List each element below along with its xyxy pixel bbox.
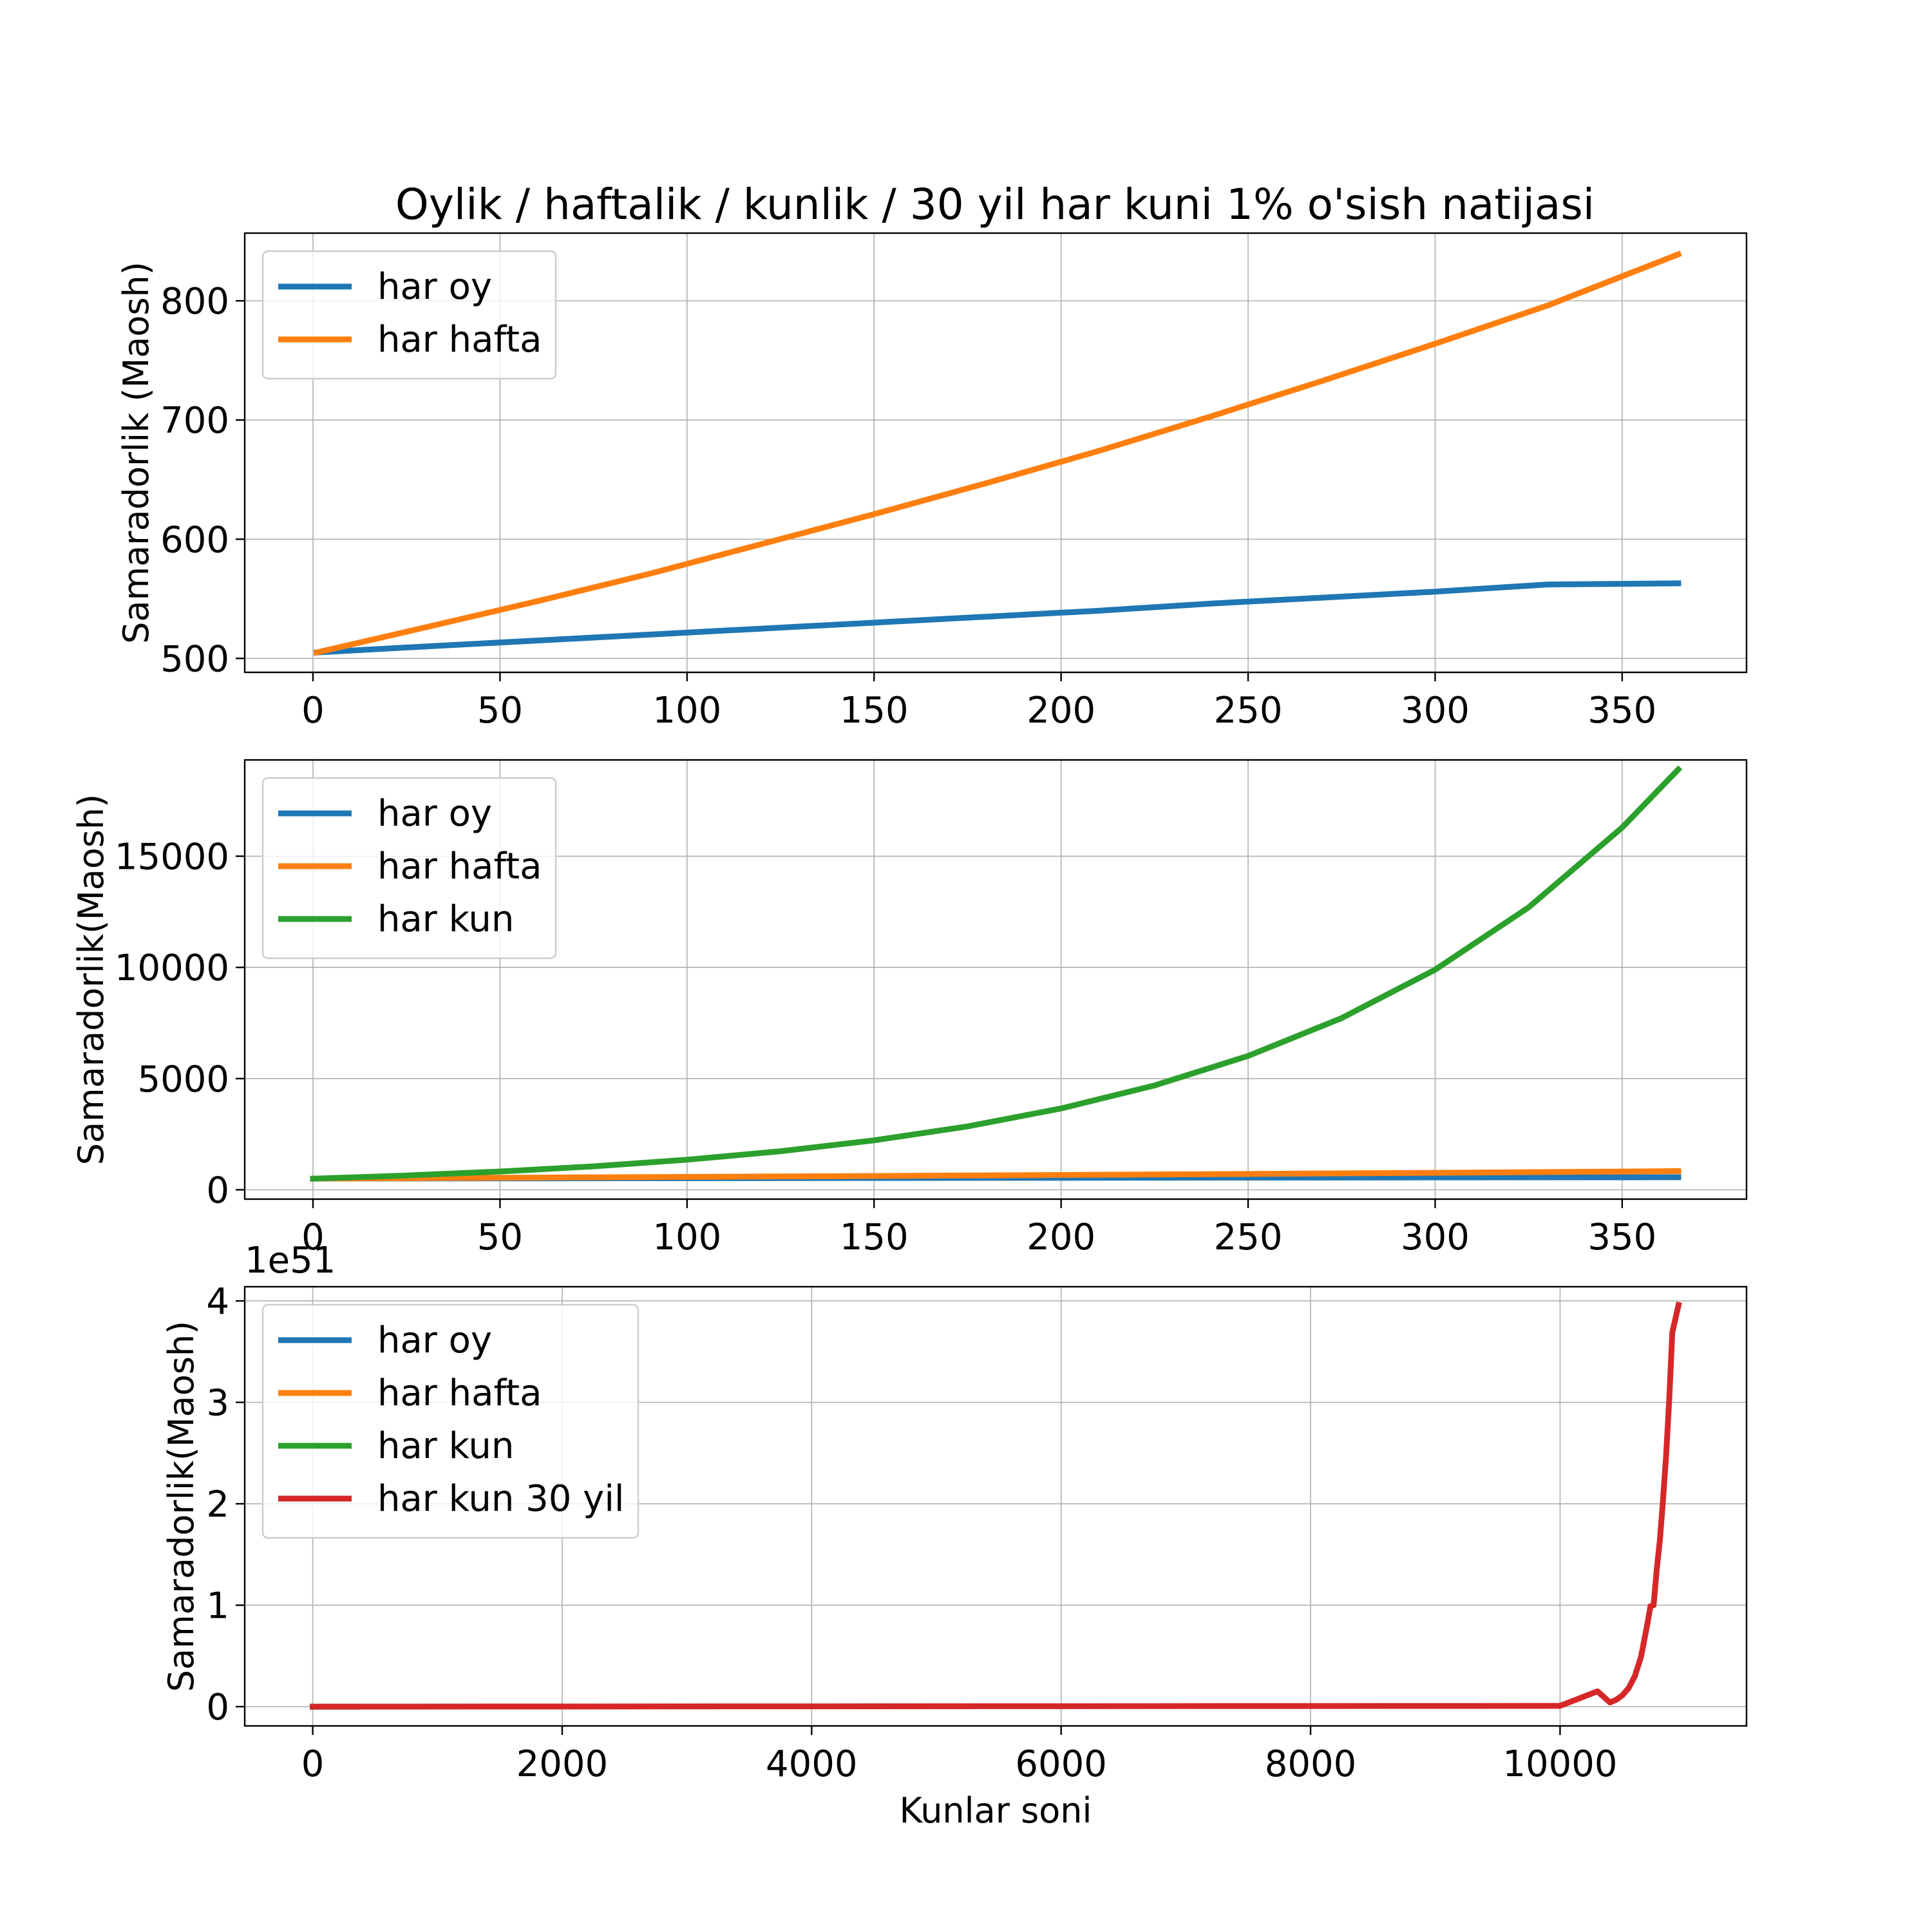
x-tick-label: 50 bbox=[477, 1217, 523, 1258]
x-tick-label: 150 bbox=[840, 1217, 909, 1258]
legend-label-har-kun-30-yil: har kun 30 yil bbox=[377, 1478, 624, 1520]
x-tick-label: 8000 bbox=[1265, 1743, 1357, 1785]
y-tick-label: 1 bbox=[206, 1586, 229, 1627]
y-tick-label: 15000 bbox=[115, 837, 229, 878]
series-line-har-hafta bbox=[314, 1168, 1681, 1182]
x-tick-label: 350 bbox=[1587, 690, 1656, 732]
legend-label-har-oy: har oy bbox=[377, 1320, 492, 1361]
x-tick-label: 0 bbox=[301, 1743, 325, 1785]
y-tick-label: 2 bbox=[206, 1484, 229, 1526]
series-line-har-hafta bbox=[313, 251, 1682, 656]
axes-frame bbox=[243, 1285, 1748, 1727]
legend-label-har-hafta: har hafta bbox=[377, 846, 542, 887]
x-tick-label: 2000 bbox=[516, 1743, 609, 1785]
x-tick-label: 4000 bbox=[766, 1743, 858, 1785]
y-tick-label: 5000 bbox=[137, 1059, 229, 1101]
x-tick-label: 250 bbox=[1214, 1217, 1283, 1258]
x-tick-label: 200 bbox=[1027, 1217, 1095, 1258]
chart-title: Oylik / haftalik / kunlik / 30 yil har k… bbox=[395, 180, 1595, 229]
y-axis-label: Samaradorlik(Maosh) bbox=[161, 1321, 202, 1692]
x-tick-label: 300 bbox=[1401, 1217, 1470, 1258]
y-tick-label: 0 bbox=[206, 1687, 229, 1728]
x-tick-label: 10000 bbox=[1502, 1743, 1617, 1785]
x-axis-label: Kunlar soni bbox=[899, 1790, 1092, 1831]
y-tick-label: 800 bbox=[160, 281, 229, 323]
y-tick-label: 0 bbox=[206, 1170, 229, 1211]
legend-label-har-hafta: har hafta bbox=[377, 1372, 542, 1414]
x-tick-label: 150 bbox=[840, 690, 909, 732]
y-axis-label: Samaradorlik (Maosh) bbox=[116, 261, 156, 644]
legend-label-har-kun: har kun bbox=[377, 898, 514, 940]
y-tick-label: 500 bbox=[160, 638, 229, 680]
legend-label-har-oy: har oy bbox=[377, 793, 492, 835]
y-tick-label: 700 bbox=[160, 400, 229, 442]
x-tick-label: 200 bbox=[1027, 690, 1095, 732]
x-tick-label: 100 bbox=[652, 1217, 721, 1258]
legend-frame bbox=[261, 777, 557, 960]
legend-label-har-kun: har kun bbox=[377, 1425, 514, 1467]
series-line-har-kun bbox=[310, 765, 1683, 1182]
subplot-middle: 0 50 100 150 200 250 300 350 0 5000 10000 15000Sama… bbox=[71, 759, 1748, 1258]
y-axis-offset-text: 1e51 bbox=[245, 1240, 336, 1282]
subplot-top: 0 50 100 150 200 250 300 350 500 600 700 800Samarad… bbox=[116, 232, 1748, 732]
x-tick-label: 250 bbox=[1214, 690, 1283, 732]
legend: har oy har hafta bbox=[261, 250, 557, 380]
legend-label-har-oy: har oy bbox=[377, 266, 492, 308]
x-tick-label: 6000 bbox=[1015, 1743, 1107, 1785]
y-tick-label: 3 bbox=[206, 1383, 229, 1425]
legend: har oy har hafta har kun har kun 30 yil bbox=[261, 1303, 639, 1539]
y-tick-label: 4 bbox=[206, 1281, 229, 1323]
series-line-har-kun-30-yil bbox=[310, 1301, 1682, 1710]
legend-frame bbox=[261, 250, 557, 380]
x-tick-label: 300 bbox=[1401, 690, 1470, 732]
y-tick-label: 10000 bbox=[115, 947, 229, 989]
legend: har oy har hafta har kun bbox=[261, 777, 557, 960]
x-tick-label: 0 bbox=[301, 690, 325, 732]
legend-frame bbox=[261, 1303, 639, 1539]
axes-frame bbox=[243, 759, 1748, 1200]
series-line-har-oy bbox=[314, 580, 1681, 656]
subplot-bottom: 0 2000 4000 6000 8000 10000 0 1 2 3 4 1e51 Samarador… bbox=[161, 1240, 1748, 1831]
legend-label-har-hafta: har hafta bbox=[377, 319, 542, 361]
y-tick-label: 600 bbox=[160, 519, 229, 561]
y-axis-label: Samaradorlik(Maosh) bbox=[71, 794, 111, 1165]
x-tick-label: 0 bbox=[301, 1217, 325, 1258]
x-tick-label: 100 bbox=[652, 690, 721, 732]
x-tick-label: 50 bbox=[477, 690, 523, 732]
axes-frame bbox=[243, 232, 1748, 674]
x-tick-label: 350 bbox=[1587, 1217, 1656, 1258]
